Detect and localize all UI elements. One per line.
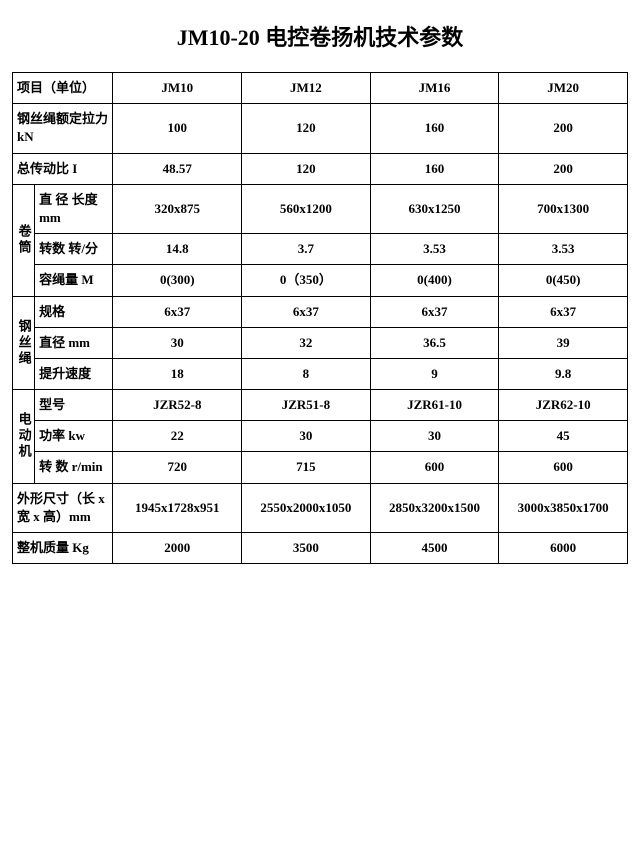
table-row: 总传动比 I 48.57 120 160 200: [13, 153, 628, 184]
group-label-motor: 电动机: [13, 390, 35, 484]
cell: 3.53: [370, 234, 499, 265]
cell: 22: [113, 421, 242, 452]
table-row: 整机质量 Kg 2000 3500 4500 6000: [13, 533, 628, 564]
row-label: 功率 kw: [35, 421, 113, 452]
cell: 3.7: [242, 234, 371, 265]
table-row: 钢丝绳额定拉力 kN 100 120 160 200: [13, 104, 628, 153]
cell: 9.8: [499, 358, 628, 389]
cell: 30: [113, 327, 242, 358]
group-label-rope: 钢丝绳: [13, 296, 35, 390]
row-label: 提升速度: [35, 358, 113, 389]
col-header: JM16: [370, 73, 499, 104]
cell: 720: [113, 452, 242, 483]
row-label: 转数 转/分: [35, 234, 113, 265]
table-row: 项目（单位） JM10 JM12 JM16 JM20: [13, 73, 628, 104]
table-row: 提升速度 18 8 9 9.8: [13, 358, 628, 389]
cell: 600: [370, 452, 499, 483]
cell: 6x37: [499, 296, 628, 327]
cell: 30: [370, 421, 499, 452]
cell: 2850x3200x1500: [370, 483, 499, 532]
table-row: 卷筒 直 径 长度 mm 320x875 560x1200 630x1250 7…: [13, 184, 628, 233]
cell: 9: [370, 358, 499, 389]
cell: 30: [242, 421, 371, 452]
cell: 8: [242, 358, 371, 389]
table-row: 电动机 型号 JZR52-8 JZR51-8 JZR61-10 JZR62-10: [13, 390, 628, 421]
cell: 2550x2000x1050: [242, 483, 371, 532]
cell: 700x1300: [499, 184, 628, 233]
row-label: 转 数 r/min: [35, 452, 113, 483]
cell: 560x1200: [242, 184, 371, 233]
col-header: JM20: [499, 73, 628, 104]
table-row: 转 数 r/min 720 715 600 600: [13, 452, 628, 483]
spec-table: 项目（单位） JM10 JM12 JM16 JM20 钢丝绳额定拉力 kN 10…: [12, 72, 628, 564]
cell: 32: [242, 327, 371, 358]
cell: 160: [370, 104, 499, 153]
group-label-drum: 卷筒: [13, 184, 35, 296]
cell: 120: [242, 153, 371, 184]
cell: 0(400): [370, 265, 499, 296]
cell: 200: [499, 153, 628, 184]
table-row: 功率 kw 22 30 30 45: [13, 421, 628, 452]
cell: 630x1250: [370, 184, 499, 233]
row-label: 型号: [35, 390, 113, 421]
cell: JZR51-8: [242, 390, 371, 421]
table-row: 外形尺寸（长 x 宽 x 高）mm 1945x1728x951 2550x200…: [13, 483, 628, 532]
table-row: 直径 mm 30 32 36.5 39: [13, 327, 628, 358]
cell: 120: [242, 104, 371, 153]
cell: 3500: [242, 533, 371, 564]
cell: 6x37: [242, 296, 371, 327]
row-label: 整机质量 Kg: [13, 533, 113, 564]
cell: 100: [113, 104, 242, 153]
cell: 39: [499, 327, 628, 358]
cell: JZR52-8: [113, 390, 242, 421]
col-header: JM10: [113, 73, 242, 104]
cell: 36.5: [370, 327, 499, 358]
table-row: 容绳量 M 0(300) 0（350） 0(400) 0(450): [13, 265, 628, 296]
cell: JZR62-10: [499, 390, 628, 421]
cell: JZR61-10: [370, 390, 499, 421]
cell: 45: [499, 421, 628, 452]
cell: 18: [113, 358, 242, 389]
row-label: 外形尺寸（长 x 宽 x 高）mm: [13, 483, 113, 532]
row-label: 总传动比 I: [13, 153, 113, 184]
cell: 6x37: [113, 296, 242, 327]
row-label: 直 径 长度 mm: [35, 184, 113, 233]
cell: 0(450): [499, 265, 628, 296]
row-label: 规格: [35, 296, 113, 327]
row-label: 容绳量 M: [35, 265, 113, 296]
cell: 200: [499, 104, 628, 153]
col-header: JM12: [242, 73, 371, 104]
cell: 715: [242, 452, 371, 483]
cell: 600: [499, 452, 628, 483]
cell: 0(300): [113, 265, 242, 296]
row-label: 直径 mm: [35, 327, 113, 358]
table-row: 钢丝绳 规格 6x37 6x37 6x37 6x37: [13, 296, 628, 327]
header-label: 项目（单位）: [13, 73, 113, 104]
cell: 48.57: [113, 153, 242, 184]
cell: 6x37: [370, 296, 499, 327]
cell: 14.8: [113, 234, 242, 265]
page-title: JM10-20 电控卷扬机技术参数: [12, 20, 628, 52]
cell: 6000: [499, 533, 628, 564]
table-row: 转数 转/分 14.8 3.7 3.53 3.53: [13, 234, 628, 265]
cell: 0（350）: [242, 265, 371, 296]
cell: 3000x3850x1700: [499, 483, 628, 532]
cell: 320x875: [113, 184, 242, 233]
cell: 3.53: [499, 234, 628, 265]
cell: 1945x1728x951: [113, 483, 242, 532]
cell: 160: [370, 153, 499, 184]
cell: 2000: [113, 533, 242, 564]
cell: 4500: [370, 533, 499, 564]
row-label: 钢丝绳额定拉力 kN: [13, 104, 113, 153]
